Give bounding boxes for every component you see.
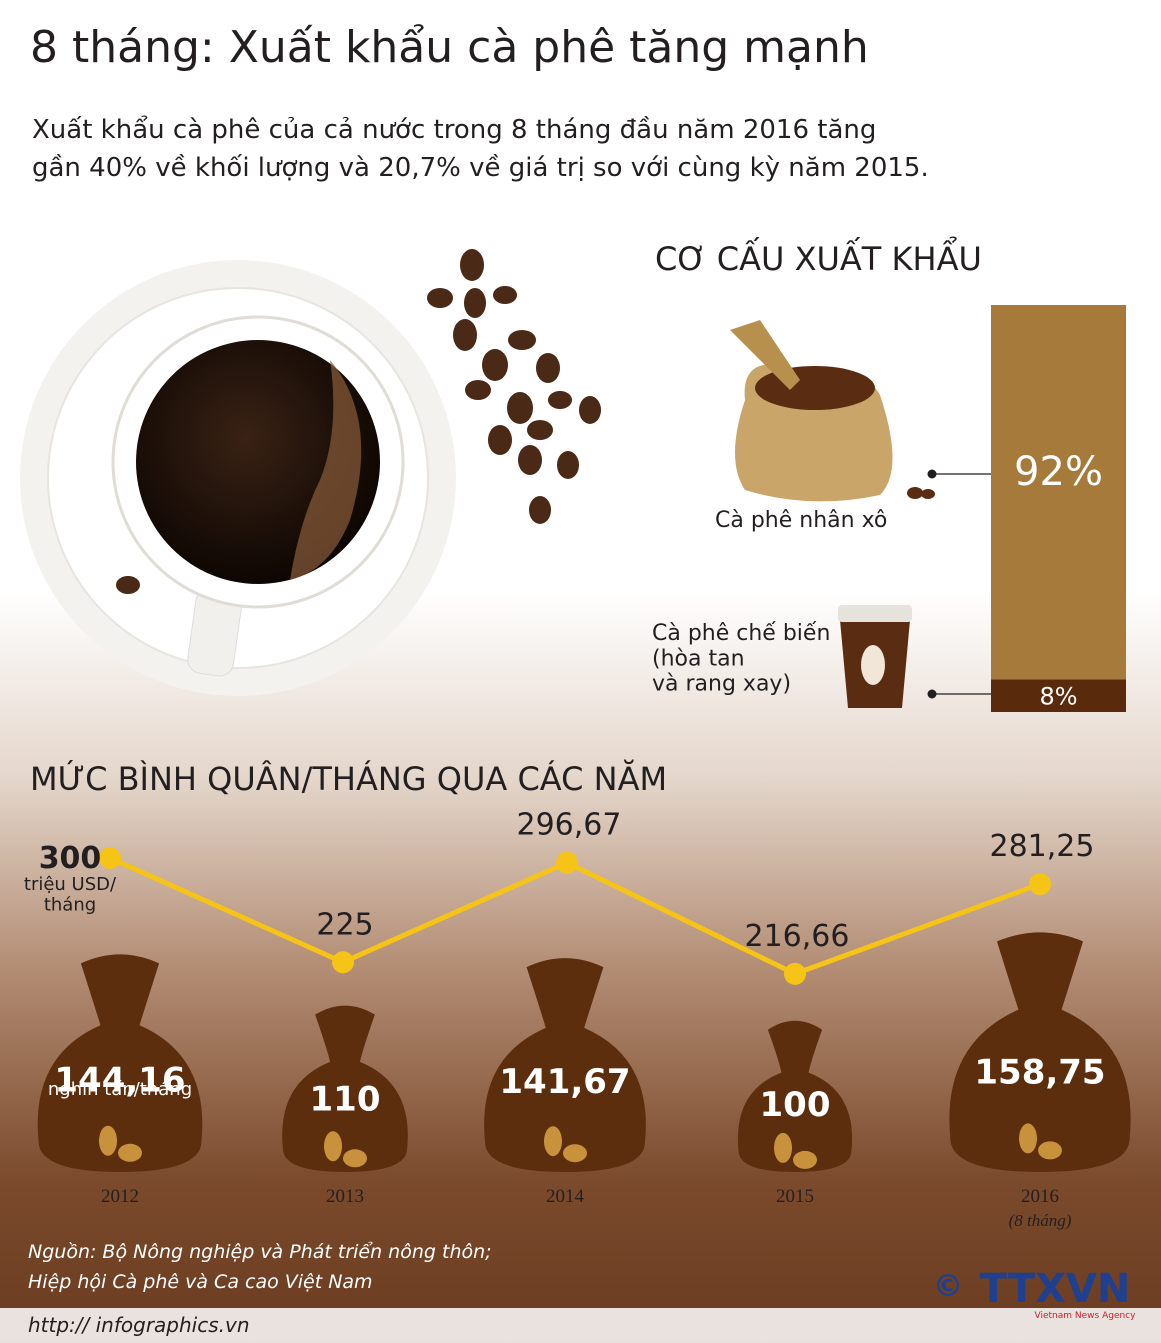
subtitle-line: Xuất khẩu cà phê của cả nước trong 8 thá…: [32, 114, 876, 145]
value-label: 281,25: [990, 829, 1095, 864]
bag: [484, 958, 646, 1172]
value-label: 216,66: [745, 919, 850, 954]
value-label: 141,67: [499, 1062, 630, 1102]
subtitle-line: gần 40% về khối lượng và 20,7% về giá tr…: [32, 153, 929, 183]
legend-label: Cà phê chế biến (hòa tan và rang xay): [652, 621, 830, 697]
source: Hiệp hội Cà phê và Ca cao Việt Nam: [28, 1271, 373, 1293]
footer-band: [0, 1308, 1161, 1343]
bar-segment: [991, 305, 1126, 680]
x-tick-label: 2016: [1021, 1186, 1059, 1207]
cup-icon: [838, 605, 912, 708]
bean-icon: [774, 1132, 792, 1163]
value-label: 225: [316, 907, 373, 942]
bar-segment: [991, 679, 1126, 712]
line-point: [332, 951, 354, 974]
logo-copyright: ©: [933, 1269, 963, 1304]
bag: [949, 932, 1131, 1172]
value-label: 110: [310, 1080, 381, 1120]
bean-icon: [1019, 1123, 1037, 1154]
value-label: 300: [39, 841, 102, 876]
x-tick-label: 2014: [546, 1186, 585, 1207]
bean-icon: [1038, 1141, 1062, 1160]
bag: [737, 1020, 853, 1172]
coffee-beans: [116, 249, 601, 594]
x-tick-label: 2013: [326, 1186, 364, 1207]
line-point: [784, 962, 806, 985]
line-point: [99, 847, 121, 869]
bean-icon: [99, 1125, 117, 1156]
bag: [37, 954, 203, 1172]
bag: [282, 1005, 408, 1172]
chart-title: CƠ CẤU XUẤT KHẨU: [655, 236, 982, 278]
line-point: [556, 851, 578, 874]
x-tick-note: (8 tháng): [1009, 1211, 1072, 1230]
logo-name: TTXVN: [980, 1266, 1131, 1312]
x-tick-label: 2015: [776, 1186, 814, 1207]
value-label: 296,67: [517, 808, 622, 843]
chart-title: MỨC BÌNH QUÂN/THÁNG QUA CÁC NĂM: [30, 759, 667, 798]
legend-label: Cà phê nhân xô: [715, 508, 887, 533]
bean-icon: [544, 1126, 562, 1157]
bean-icon: [563, 1144, 587, 1163]
legend-label: triệu USD/tháng: [24, 874, 117, 916]
bean-icon: [343, 1149, 367, 1168]
value-label: 92%: [1014, 449, 1103, 495]
value-label: 158,75: [974, 1052, 1105, 1092]
source: Nguồn: Bộ Nông nghiệp và Phát triển nông…: [28, 1241, 492, 1263]
value-label: 8%: [1039, 683, 1077, 711]
bean-icon: [118, 1143, 142, 1162]
footer-url: http:// infographics.vn: [28, 1313, 250, 1337]
coffee-cup-illustration: [20, 260, 456, 696]
value-label: 144,16: [54, 1061, 185, 1101]
legend-label: nghìn tấn/tháng: [48, 1079, 192, 1100]
logo-tagline: Vietnam News Agency: [1035, 1311, 1137, 1321]
line-point: [1029, 873, 1051, 896]
x-tick-label: 2012: [101, 1186, 139, 1207]
value-label: 100: [760, 1085, 831, 1125]
bean-icon: [793, 1150, 817, 1169]
sack-icon: [730, 320, 935, 502]
title: 8 tháng: Xuất khẩu cà phê tăng mạnh: [30, 22, 869, 73]
bean-icon: [324, 1131, 342, 1162]
